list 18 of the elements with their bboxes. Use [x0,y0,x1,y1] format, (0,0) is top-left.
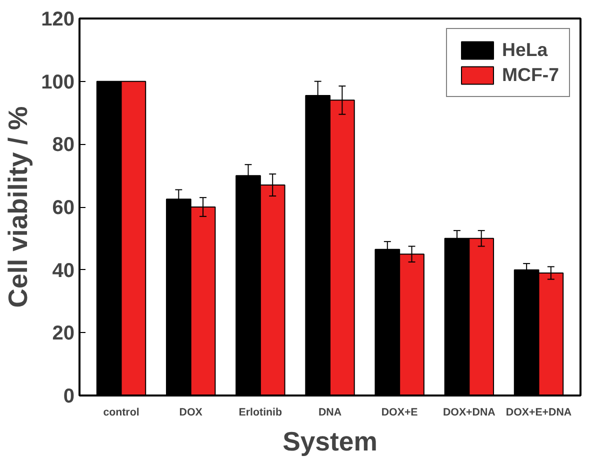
x-tick-label: DOX+E+DNA [506,406,572,418]
y-tick-label: 120 [41,8,75,30]
x-tick-label: DNA [318,406,342,418]
x-tick-label: control [103,406,140,418]
y-tick-label: 80 [52,134,75,156]
legend-label: MCF-7 [502,64,559,86]
y-tick-label: 40 [52,260,75,282]
y-tick-label: 60 [52,197,75,219]
x-tick-label: DOX [179,406,204,418]
y-axis-title: Cell viability / % [3,106,34,308]
x-tick-label: DOX+DNA [442,406,496,418]
y-tick-label: 0 [63,386,74,408]
legend-label: HeLa [502,39,548,61]
x-tick-label: Erlotinib [238,406,283,418]
x-axis-title: System [282,426,378,456]
x-tick-label: DOX+E [381,406,418,418]
y-tick-label: 20 [52,322,75,345]
y-tick-label: 100 [41,71,75,94]
